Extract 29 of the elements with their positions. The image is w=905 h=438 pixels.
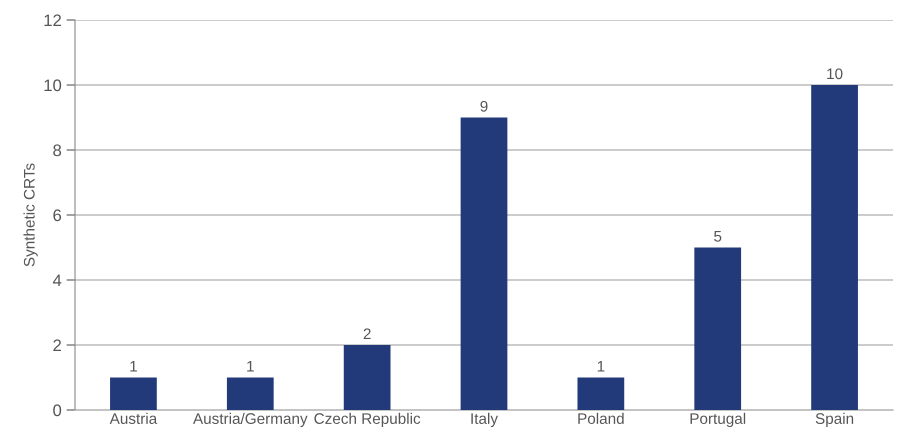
y-tick-label: 0 xyxy=(53,404,62,416)
data-label: 1 xyxy=(247,361,254,372)
data-label: 2 xyxy=(364,328,371,340)
y-tick-label: 12 xyxy=(44,14,61,26)
y-tick-label: 2 xyxy=(53,339,61,352)
data-label: 10 xyxy=(827,68,842,80)
x-tick-label: Italy xyxy=(471,412,498,428)
x-tick-label: Austria xyxy=(110,412,158,424)
data-label: 1 xyxy=(130,361,137,372)
x-tick-label: Spain xyxy=(816,412,854,428)
bar xyxy=(226,378,274,410)
y-tick-label: 6 xyxy=(53,209,62,222)
x-tick-label: Czech Republic xyxy=(314,412,420,428)
x-tick-label: Austria/Germany xyxy=(193,412,308,428)
bar xyxy=(460,118,508,410)
bar xyxy=(344,345,391,410)
y-axis-title: Synthetic CRTs xyxy=(23,163,38,266)
y-tick-label: 4 xyxy=(52,274,62,286)
x-tick-label: Poland xyxy=(578,412,624,424)
data-label: 9 xyxy=(480,100,488,112)
y-tick-label: 8 xyxy=(53,144,62,156)
bar xyxy=(811,85,858,410)
data-label: 5 xyxy=(714,231,722,242)
x-tick-label: Portugal xyxy=(690,412,746,428)
data-label: 1 xyxy=(598,361,604,372)
bar xyxy=(110,378,157,410)
bar xyxy=(577,378,624,410)
y-tick-label: 10 xyxy=(44,79,62,92)
bar xyxy=(694,248,742,410)
